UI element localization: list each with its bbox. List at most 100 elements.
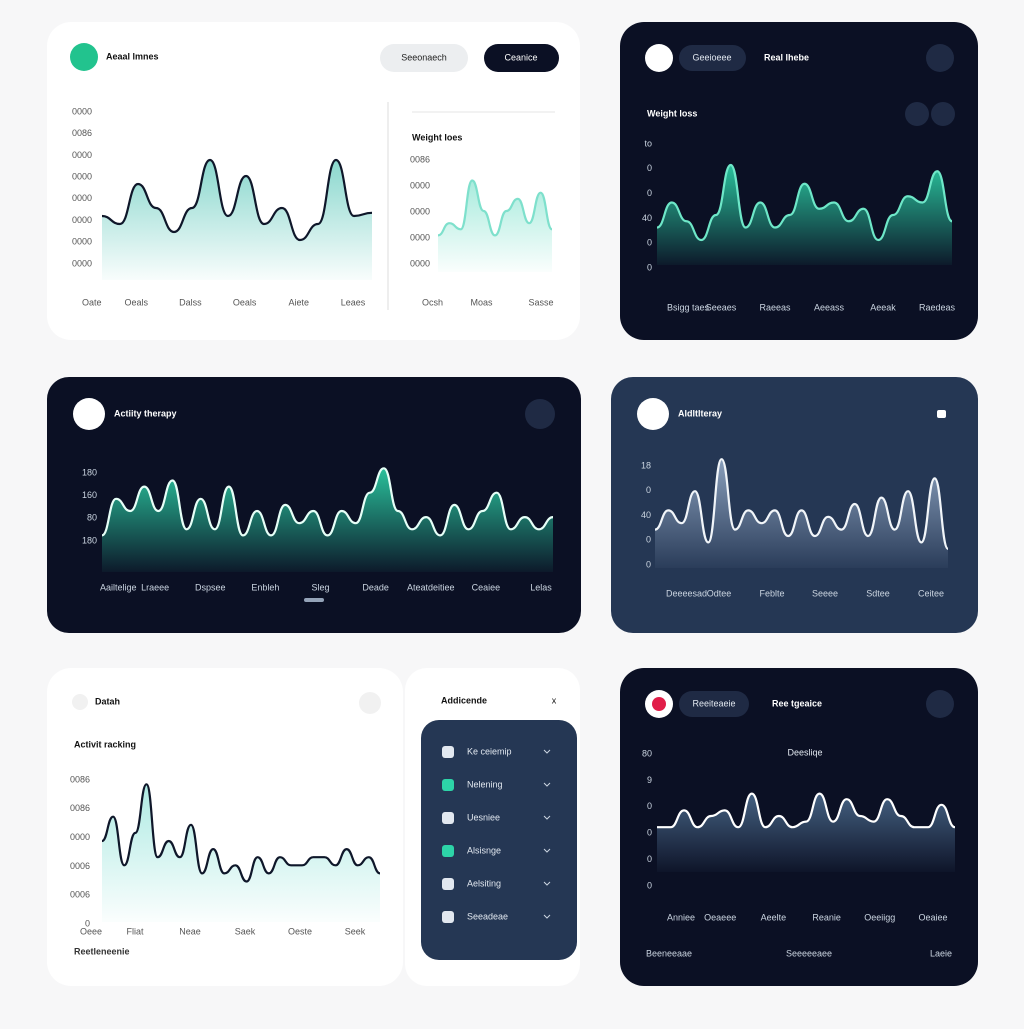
chevron [543,914,551,919]
x-tick-label: Ceitee [918,588,944,598]
y-tick-label: 0086 [70,803,90,813]
x-tick-label: Sasse [528,297,553,307]
x-tick-label: Aeeass [814,302,845,312]
pill[interactable] [679,691,749,717]
menu-icon [442,779,454,791]
card [611,377,978,633]
y-tick-label: 40 [641,510,651,520]
y-tick-label: 0 [647,262,652,272]
x-tick-label: Moas [470,297,493,307]
y-tick-label: 80 [87,513,97,523]
y-tick-label: 0 [647,854,652,864]
menu-icon [442,812,454,824]
icon [70,43,98,71]
y-tick-label: 0086 [72,128,92,138]
y-tick-label: 0000 [410,258,430,268]
x-tick-label: Oeaiee [918,912,947,922]
y-tick-label: 180 [82,467,97,477]
y-tick-label: 0000 [72,172,92,182]
x-tick-label: Odtee [707,588,732,598]
y-tick-label: 0000 [410,180,430,190]
y-tick-label: 160 [82,490,97,500]
x-tick-label: Seeee [812,588,838,598]
icon [652,697,666,711]
icon-button[interactable] [931,102,955,126]
x-tick-label: Oeals [124,297,148,307]
x-tick-label: Sdtee [866,588,890,598]
menu-item[interactable]: Nelening [467,779,503,789]
menu [421,720,577,960]
line [101,158,373,242]
x-tick-label: Anniee [667,912,695,922]
y-tick-label: 0000 [72,150,92,160]
y-tick-label: 0086 [410,154,430,164]
x-tick-label: Bsigg taes [667,302,710,312]
x-tick-label: Oeaeee [704,912,736,922]
y-tick-label: 0000 [72,193,92,203]
x-tick-label: Aailtelige [100,582,137,592]
x-tick-label: Oeee [80,926,102,936]
menu-item[interactable]: Ke ceiemip [467,746,512,756]
card [620,22,978,340]
y-tick-label: 0086 [70,774,90,784]
chevron [543,848,551,853]
icon-button[interactable] [905,102,929,126]
x-tick-label: Saek [235,926,256,936]
menu-item[interactable]: Seeadeae [467,911,508,921]
footer: Reetleneenie [74,946,130,956]
icon[interactable] [937,410,946,418]
line [437,179,554,237]
x-tick-label: Lraeee [141,582,169,592]
label: Datah [95,696,120,706]
card [47,668,403,986]
icon-button[interactable] [525,399,555,429]
chevron [543,815,551,820]
button-label[interactable]: Seeonaech [401,52,447,62]
close[interactable]: x [552,695,557,705]
area [102,468,553,572]
card-title: Activit racking [74,739,136,749]
y-tick-label: 0000 [72,237,92,247]
y-tick-label: 0 [85,918,90,928]
x-tick-label: Aeeak [870,302,896,312]
button[interactable] [484,44,559,72]
x-tick-label: Oeals [233,297,257,307]
x-tick-label: Aeelte [761,912,787,922]
x-tick-label: Enbleh [251,582,279,592]
x-tick-label: Ceaiee [472,582,501,592]
y-tick-label: 80 [642,748,652,758]
y-tick-label: 0 [647,163,652,173]
x-tick-label: Leaes [341,297,366,307]
x-tick-label: Raeeas [759,302,791,312]
card-title: Actiity therapy [114,408,177,418]
button[interactable] [380,44,468,72]
area [438,180,552,272]
menu-item[interactable]: Uesniee [467,812,500,822]
area [102,784,380,922]
y-tick-label: 0000 [72,258,92,268]
card-title: Weight loss [647,108,697,118]
menu-item[interactable]: Aelsiting [467,878,501,888]
pill-label[interactable]: Reeiteaeie [692,698,735,708]
x-tick-label: Seek [345,926,366,936]
x-tick-label: Ocsh [422,297,443,307]
x-tick-label: Sleg [311,582,329,592]
menu-item[interactable]: Alsisnge [467,845,501,855]
icon-button[interactable] [926,44,954,72]
pill-label[interactable]: Geeioeee [692,52,731,62]
icon-button[interactable] [926,690,954,718]
button-label[interactable]: Ceanice [504,52,537,62]
chevron [543,782,551,787]
pill[interactable] [679,45,746,71]
icon [637,398,669,430]
footer: Beeneeaae [646,948,692,958]
menu-icon [442,845,454,857]
chevron [543,881,551,886]
scroll-indicator [304,598,324,602]
y-tick-label: 0 [646,485,651,495]
x-tick-label: Oate [82,297,102,307]
icon-button[interactable] [359,692,381,714]
area [102,160,372,280]
x-tick-label: Oeeiigg [864,912,895,922]
